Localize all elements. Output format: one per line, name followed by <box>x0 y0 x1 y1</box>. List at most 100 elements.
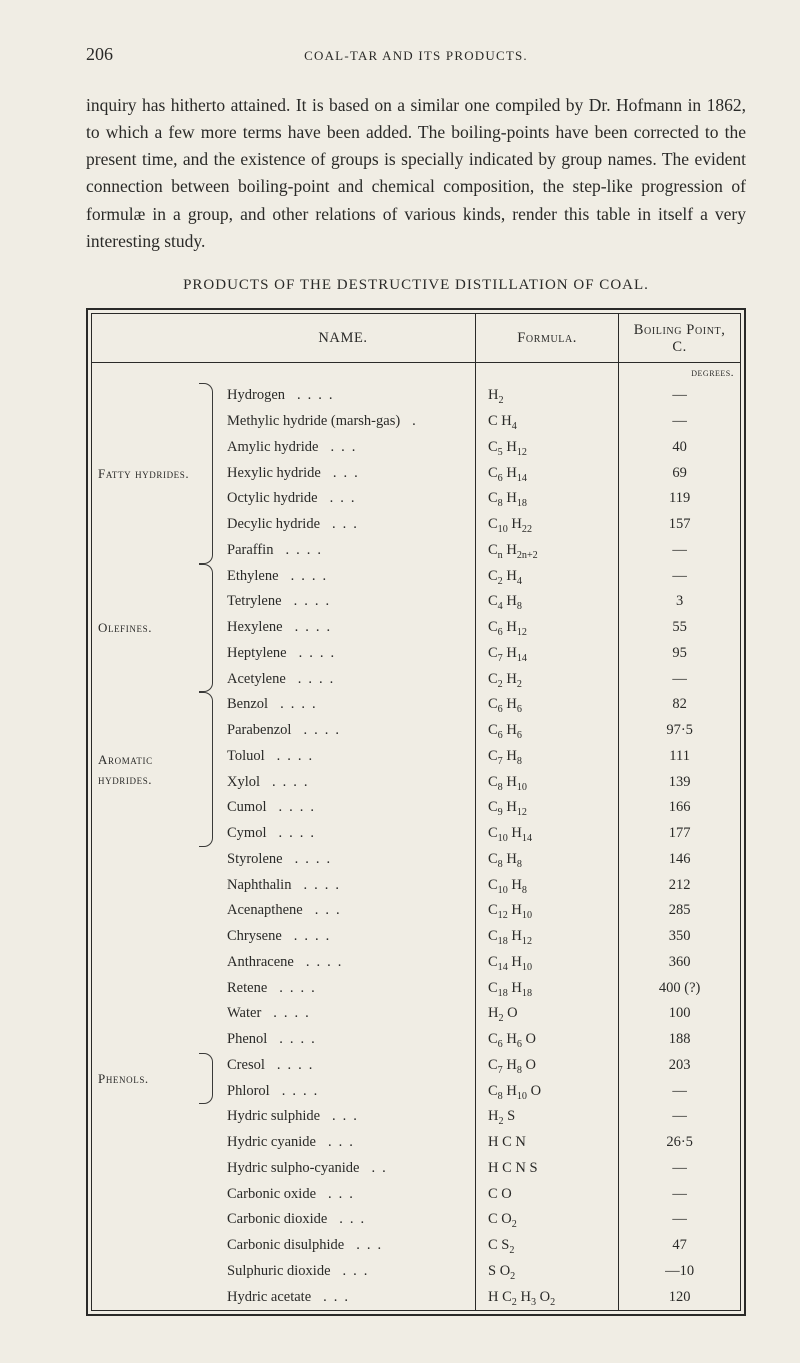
table-row: Fatty hydrides.Hydrogen....H2— <box>92 383 740 409</box>
boiling-point-cell: 100 <box>619 1001 740 1027</box>
compound-name: Toluol.... <box>211 744 475 770</box>
leader-dots: ... <box>320 516 364 532</box>
formula-cell: C8 H10 <box>476 770 619 796</box>
boiling-point-cell: 360 <box>619 950 740 976</box>
leader-dots: ... <box>303 902 347 918</box>
table-inner-border: NAME. Formula. Boiling Point, C. degrees… <box>91 313 741 1312</box>
table-row: Hydric sulphide...H2 S— <box>92 1104 740 1130</box>
leader-dots: .... <box>291 877 346 893</box>
formula-cell: C6 H6 <box>476 692 619 718</box>
leader-dots: .... <box>283 851 338 867</box>
formula-cell: C18 H12 <box>476 924 619 950</box>
category-label: Fatty hydrides. <box>98 466 189 481</box>
compound-name: Parabenzol.... <box>211 718 475 744</box>
compound-name: Carbonic oxide... <box>211 1182 475 1208</box>
formula-cell: C7 H8 <box>476 744 619 770</box>
compound-name: Carbonic disulphide... <box>211 1233 475 1259</box>
formula-cell: C8 H8 <box>476 847 619 873</box>
boiling-point-cell: 166 <box>619 795 740 821</box>
formula-cell: Cn H2n+2 <box>476 538 619 564</box>
compound-name: Octylic hydride... <box>211 486 475 512</box>
formula-cell: C6 H6 O <box>476 1027 619 1053</box>
table-row: Phenols.Cresol....C7 H8 O203 <box>92 1053 740 1079</box>
boiling-point-cell: 188 <box>619 1027 740 1053</box>
formula-cell: C6 H6 <box>476 718 619 744</box>
leader-dots: .. <box>360 1160 393 1176</box>
boiling-point-cell: 26·5 <box>619 1130 740 1156</box>
table-row: Olefines.Ethylene....C2 H4— <box>92 564 740 590</box>
boiling-point-cell: — <box>619 409 740 435</box>
compound-name: Hydric acetate... <box>211 1285 475 1311</box>
leader-dots: .... <box>261 1005 316 1021</box>
compound-name: Styrolene.... <box>211 847 475 873</box>
compound-name: Acenapthene... <box>211 898 475 924</box>
category-label: Aromatic hydrides. <box>98 752 153 787</box>
leader-dots: ... <box>327 1211 371 1227</box>
compound-name: Cymol.... <box>211 821 475 847</box>
col-formula-head: Formula. <box>476 314 619 363</box>
curly-brace-icon <box>199 383 213 563</box>
category-cell <box>92 847 211 1053</box>
table-title: PRODUCTS OF THE DESTRUCTIVE DISTILLATION… <box>86 277 746 294</box>
leader-dots: ... <box>316 1186 360 1202</box>
compound-name: Methylic hydride (marsh-gas). <box>211 409 475 435</box>
boiling-point-cell: 157 <box>619 512 740 538</box>
leader-dots: .... <box>265 748 320 764</box>
leader-dots: .... <box>283 619 338 635</box>
boiling-point-cell: — <box>619 1182 740 1208</box>
formula-cell: H2 S <box>476 1104 619 1130</box>
compound-name: Anthracene.... <box>211 950 475 976</box>
boiling-point-cell: — <box>619 667 740 693</box>
leader-dots: .... <box>273 542 328 558</box>
leader-dots: ... <box>320 1108 364 1124</box>
leader-dots: . <box>400 413 423 429</box>
compound-name: Sulphuric dioxide... <box>211 1259 475 1285</box>
boiling-point-cell: —10 <box>619 1259 740 1285</box>
degrees-label: degrees. <box>619 362 740 383</box>
col-category-head <box>92 314 211 363</box>
boiling-point-cell: 82 <box>619 692 740 718</box>
formula-cell: H2 <box>476 383 619 409</box>
boiling-point-cell: 47 <box>619 1233 740 1259</box>
leader-dots: .... <box>287 645 342 661</box>
formula-cell: C H4 <box>476 409 619 435</box>
leader-dots: .... <box>267 980 322 996</box>
category-cell: Phenols. <box>92 1053 211 1105</box>
boiling-point-cell: 212 <box>619 873 740 899</box>
leader-dots: .... <box>294 954 349 970</box>
formula-cell: C9 H12 <box>476 795 619 821</box>
boiling-point-cell: 203 <box>619 1053 740 1079</box>
leader-dots: .... <box>267 1031 322 1047</box>
boiling-point-cell: 177 <box>619 821 740 847</box>
boiling-point-cell: 69 <box>619 461 740 487</box>
boiling-point-cell: 146 <box>619 847 740 873</box>
page-number: 206 <box>86 44 113 65</box>
leader-dots: ... <box>321 465 365 481</box>
formula-cell: H C N S <box>476 1156 619 1182</box>
leader-dots: ... <box>331 1263 375 1279</box>
compound-name: Hydric sulpho-cyanide.. <box>211 1156 475 1182</box>
compound-name: Heptylene.... <box>211 641 475 667</box>
compound-name: Tetrylene.... <box>211 589 475 615</box>
leader-dots: ... <box>311 1289 355 1305</box>
formula-cell: C18 H18 <box>476 976 619 1002</box>
compound-name: Retene.... <box>211 976 475 1002</box>
boiling-point-cell: 97·5 <box>619 718 740 744</box>
boiling-point-cell: 55 <box>619 615 740 641</box>
category-cell: Aromatic hydrides. <box>92 692 211 847</box>
compound-name: Phlorol.... <box>211 1079 475 1105</box>
formula-cell: C O2 <box>476 1207 619 1233</box>
formula-cell: C2 H2 <box>476 667 619 693</box>
boiling-point-cell: — <box>619 1156 740 1182</box>
compound-name: Hexylic hydride... <box>211 461 475 487</box>
compound-name: Cumol.... <box>211 795 475 821</box>
category-label: Phenols. <box>98 1071 149 1086</box>
leader-dots: .... <box>267 825 322 841</box>
boiling-point-cell: — <box>619 383 740 409</box>
compound-name: Decylic hydride... <box>211 512 475 538</box>
category-cell: Olefines. <box>92 564 211 693</box>
formula-cell: C10 H22 <box>476 512 619 538</box>
table-row: Aromatic hydrides.Benzol....C6 H682 <box>92 692 740 718</box>
leader-dots: .... <box>267 799 322 815</box>
compound-name: Phenol.... <box>211 1027 475 1053</box>
